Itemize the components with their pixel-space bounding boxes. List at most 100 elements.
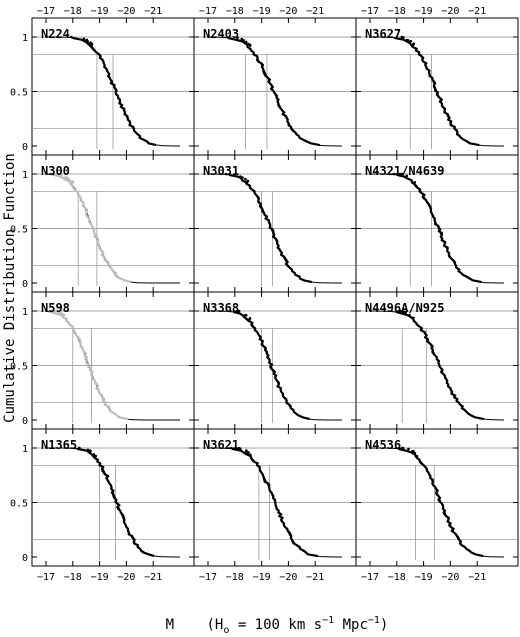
data-point (48, 309, 52, 313)
x-tick-label: −21 (306, 572, 324, 583)
y-tick-label: 1 (22, 170, 28, 181)
x-axis-label: M (Ho = 100 km s−1 Mpc−1) (166, 615, 389, 636)
panel-frame (355, 428, 519, 567)
data-point (66, 176, 69, 180)
data-point (60, 313, 64, 316)
data-point (230, 446, 233, 450)
data-point (60, 173, 64, 176)
data-point (409, 39, 413, 43)
x-tick-label: −20 (279, 6, 297, 17)
panel-n3627: −21 −20 −19 −18 −17 N3627 (355, 6, 519, 156)
data-trace (395, 310, 485, 421)
x-tick-label: −19 (91, 6, 109, 17)
data-trace (396, 173, 482, 284)
panel-n1365: 0 0.5 1 −21 −20 −19 −18 −17 N1365 (10, 428, 195, 583)
x-tick-label: −17 (37, 572, 55, 583)
data-point (412, 451, 415, 455)
panel-label: N3627 (365, 27, 401, 41)
data-point (224, 172, 228, 176)
x-axis-label-close: ) (380, 617, 388, 633)
panel-label: N4321/N4639 (365, 164, 444, 178)
y-tick-label: 0 (22, 553, 28, 564)
x-axis-label-subscript: o (223, 625, 229, 636)
x-tick-label: −18 (388, 6, 406, 17)
data-point (244, 177, 247, 181)
x-tick-label: −17 (199, 572, 217, 583)
x-tick-label: −18 (64, 6, 82, 17)
panel-n4496a-n925: N4496A/N925 (355, 291, 519, 430)
panel-n4536: −21 −20 −19 −18 −17 N4536 (355, 428, 519, 583)
data-point (90, 43, 94, 47)
data-point (248, 316, 252, 320)
y-tick-label: 0 (22, 416, 28, 427)
data-point (86, 448, 90, 452)
y-tick-label: 0 (22, 279, 28, 290)
panel-n3368: N3368 (193, 291, 357, 430)
panel-label: N3368 (203, 301, 239, 315)
data-point (404, 311, 408, 315)
data-trace (233, 310, 310, 421)
x-tick-label: −17 (37, 6, 55, 17)
data-point (92, 453, 96, 456)
x-tick-label: −18 (388, 572, 406, 583)
data-trace (76, 447, 155, 558)
x-tick-label: −20 (441, 572, 459, 583)
x-tick-label: −21 (468, 572, 486, 583)
data-trace (227, 36, 321, 147)
data-point (244, 314, 248, 317)
data-point (395, 172, 399, 176)
x-tick-label: −18 (64, 572, 82, 583)
data-point (65, 317, 68, 320)
data-point (400, 172, 404, 176)
data-point (248, 43, 252, 47)
y-tick-label: 1 (22, 307, 28, 318)
y-tick-label: 1 (22, 444, 28, 455)
data-point (89, 449, 92, 453)
panel-n598: 0 0.5 1 N598 (10, 291, 195, 430)
data-point (392, 172, 396, 176)
data-point (399, 309, 402, 313)
data-point (49, 172, 53, 176)
x-axis-label-units: (H (207, 617, 224, 633)
x-axis-label-symbol: M (166, 617, 174, 633)
data-point (73, 446, 77, 450)
y-tick-label: 0 (22, 142, 28, 153)
data-point (412, 42, 416, 45)
x-axis-label-middle: = 100 km s (229, 617, 322, 633)
y-tick-label: 0.5 (10, 499, 28, 510)
x-axis-label-superscript-2: −1 (368, 615, 380, 626)
data-point (64, 176, 67, 179)
panel-label: N4496A/N925 (365, 301, 444, 315)
x-tick-label: −19 (253, 6, 271, 17)
data-point (398, 172, 402, 176)
y-tick-label: 1 (22, 33, 28, 44)
x-tick-label: −20 (117, 572, 135, 583)
data-trace (228, 173, 313, 284)
x-tick-label: −20 (441, 6, 459, 17)
data-point (228, 309, 232, 313)
x-tick-label: −17 (361, 6, 379, 17)
y-tick-label: 0.5 (10, 88, 28, 99)
data-point (244, 40, 248, 44)
panel-n3031: N3031 (193, 154, 357, 293)
x-tick-label: −21 (144, 6, 162, 17)
panel-n3621: −21 −20 −19 −18 −17 N3621 (193, 428, 357, 583)
x-tick-label: −19 (253, 572, 271, 583)
x-tick-label: −20 (117, 6, 135, 17)
data-point (237, 446, 241, 450)
x-tick-label: −19 (91, 572, 109, 583)
data-trace (72, 36, 157, 147)
data-point (94, 454, 98, 458)
panel-label: N3031 (203, 164, 239, 178)
x-tick-label: −21 (144, 572, 162, 583)
data-point (247, 451, 250, 454)
data-point (415, 454, 419, 458)
x-tick-label: −21 (468, 6, 486, 17)
data-point (240, 37, 244, 41)
data-point (57, 310, 60, 314)
panel-n2403: −21 −20 −19 −18 −17 N2403 (193, 6, 357, 156)
panel-label: N224 (41, 27, 70, 41)
data-point (71, 181, 75, 184)
data-point (405, 174, 409, 178)
